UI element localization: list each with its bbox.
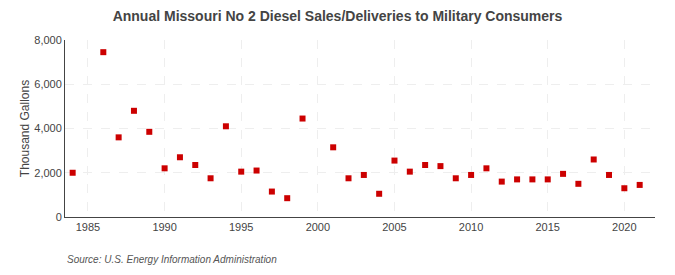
svg-text:Source: U.S. Energy Informatio: Source: U.S. Energy Information Administ…: [67, 254, 277, 265]
svg-text:Annual Missouri No 2 Diesel Sa: Annual Missouri No 2 Diesel Sales/Delive…: [113, 8, 563, 24]
svg-text:8,000: 8,000: [34, 34, 62, 46]
svg-text:2005: 2005: [382, 221, 406, 233]
svg-text:2,000: 2,000: [34, 167, 62, 179]
svg-text:6,000: 6,000: [34, 78, 62, 90]
svg-text:Thousand Gallons: Thousand Gallons: [18, 80, 32, 177]
svg-text:2020: 2020: [612, 221, 636, 233]
svg-text:2015: 2015: [535, 221, 559, 233]
svg-text:2010: 2010: [459, 221, 483, 233]
svg-text:0: 0: [56, 211, 62, 223]
svg-text:2000: 2000: [306, 221, 330, 233]
svg-text:4,000: 4,000: [34, 122, 62, 134]
svg-text:1985: 1985: [76, 221, 100, 233]
svg-text:1995: 1995: [229, 221, 253, 233]
svg-text:1990: 1990: [152, 221, 176, 233]
